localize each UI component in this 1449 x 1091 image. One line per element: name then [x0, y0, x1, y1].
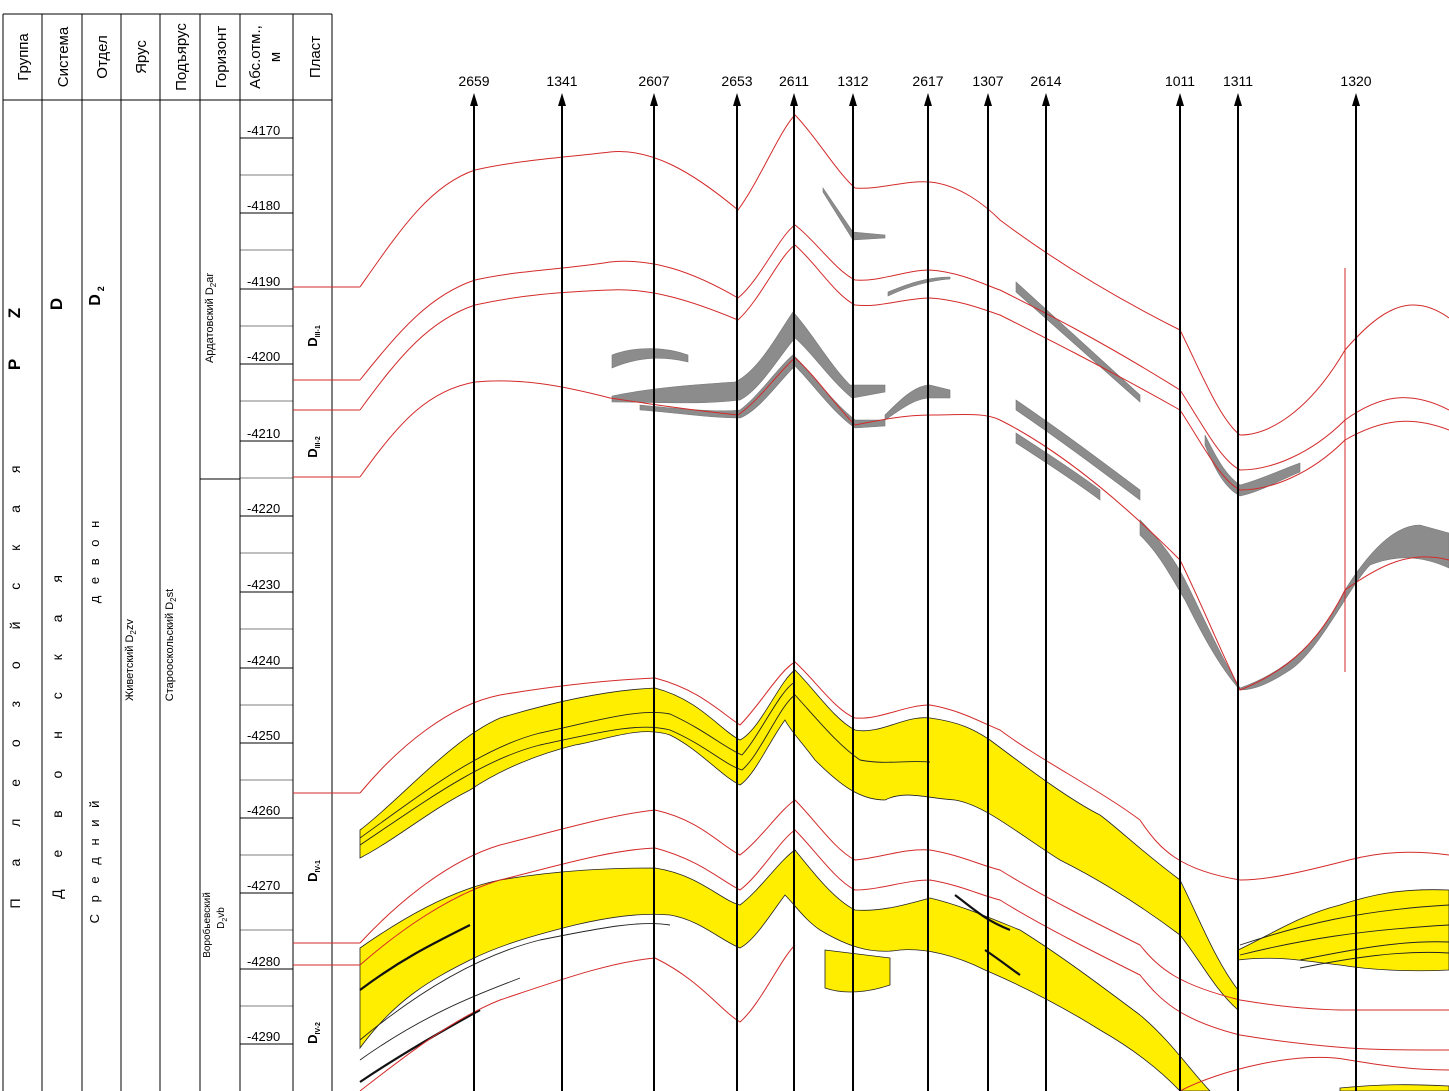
well-arrowhead	[1042, 93, 1050, 106]
reservoir-bottom-right	[1339, 1084, 1449, 1091]
well-label: 1320	[1340, 73, 1371, 89]
depth-tick-label: -4170	[247, 123, 280, 138]
boundary-2	[359, 224, 1449, 471]
group-column: P Z П а л е о з о й с к а я	[5, 290, 24, 909]
depth-tick-label: -4230	[247, 577, 280, 592]
department-name: С р е д н и й	[87, 797, 102, 924]
clay-band-1011	[1139, 519, 1241, 691]
department-code: D2	[87, 286, 106, 306]
header-department: Отдел	[94, 35, 111, 78]
plast-d3-1: DIII-1	[305, 325, 322, 347]
well-label: 2617	[912, 73, 943, 89]
horizon-vorobyevsky-index: D2vb	[216, 907, 229, 929]
horizon-column: Ардатовский D2ar Воробьевский D2vb	[201, 273, 229, 958]
well-arrowhead	[924, 93, 932, 106]
boundary-4	[359, 357, 1449, 691]
clay-wedge-2614-c	[1015, 432, 1101, 501]
plast-column: DIII-1 DIII-2 DIV-1 DIV-2	[305, 325, 322, 1044]
boundary-7	[359, 829, 1449, 1051]
clay-band-2611	[611, 311, 886, 404]
system-name: Д е в о н с к а я	[49, 561, 65, 899]
well-arrowhead	[1352, 93, 1360, 106]
well-label: 1312	[837, 73, 868, 89]
substage-name: Старооскольский D2st	[164, 589, 178, 701]
clay-line-2617	[887, 276, 951, 297]
reservoir-upper-band	[359, 669, 1239, 1011]
system-column: D Д е в о н с к а я	[47, 298, 66, 899]
well-arrowhead	[470, 93, 478, 106]
depth-tick-label: -4260	[247, 803, 280, 818]
plast-d4-2: DIV-2	[305, 1022, 322, 1044]
depth-tick-label: -4240	[247, 653, 280, 668]
depth-tick-label: -4220	[247, 501, 280, 516]
well-arrowhead	[1176, 93, 1184, 106]
header-plast: Пласт	[307, 36, 324, 78]
depth-tick-label: -4200	[247, 349, 280, 364]
boundary-9	[1179, 1056, 1449, 1091]
well-label: 1307	[972, 73, 1003, 89]
depth-scale: -4170 -4180 -4190 -4200 -4210 -4220 -4230 -4240…	[240, 123, 293, 1045]
depth-tick-label: -4290	[247, 1029, 280, 1044]
clay-lens-2617	[884, 384, 951, 421]
clay-lens-1311	[1204, 434, 1301, 497]
boundary-3	[359, 244, 1449, 491]
header-abs-mark: Абс.отм.,	[247, 25, 264, 89]
boundary-top	[359, 114, 1449, 436]
well-arrowhead	[984, 93, 992, 106]
depth-tick-label: -4190	[247, 274, 280, 289]
clay-lens-1	[611, 348, 689, 369]
boundary-6	[359, 799, 1449, 1011]
plast-d4-1: DIV-1	[305, 860, 322, 882]
group-name: П а л е о з о й с к а я	[7, 452, 23, 909]
header-horizon: Горизонт	[213, 26, 230, 89]
well-label: 2659	[458, 73, 489, 89]
reservoir-lower-band	[359, 849, 1211, 1091]
well-label: 2653	[721, 73, 752, 89]
depth-tick-label: -4250	[247, 728, 280, 743]
boundary-8	[359, 944, 796, 1091]
department-name-2: д е в о н	[87, 517, 102, 604]
well-arrowhead	[1234, 93, 1242, 106]
boundary-left-ticks	[293, 286, 360, 966]
header-abs-unit: м	[267, 52, 284, 62]
depth-tick-label: -4180	[247, 198, 280, 213]
reservoir-right-band	[1237, 889, 1449, 972]
stage-column: Живетский D2zv	[124, 619, 138, 701]
horizon-vorobyevsky: Воробьевский	[201, 892, 213, 958]
stratigraphic-boundaries	[293, 114, 1449, 1091]
table-headers: Группа Система Отдел Ярус Подъярус Гориз…	[15, 23, 324, 91]
well-arrowhead	[849, 93, 857, 106]
clay-wedge-2614	[1015, 281, 1141, 403]
substage-column: Старооскольский D2st	[164, 589, 178, 701]
depth-tick-label: -4280	[247, 954, 280, 969]
group-code: P Z	[5, 290, 24, 370]
well-arrowhead	[790, 93, 798, 106]
boundary-5	[359, 661, 1449, 881]
well-label: 2614	[1030, 73, 1061, 89]
well-arrowhead	[650, 93, 658, 106]
stage-name: Живетский D2zv	[124, 619, 138, 701]
wells: 2659 1341 2607 2653 2611 1312 2617 1307 2614 1011…	[458, 73, 1372, 1091]
depth-tick-label: -4270	[247, 878, 280, 893]
header-group: Группа	[15, 33, 32, 81]
well-label: 2607	[638, 73, 669, 89]
header-substage: Подъярус	[173, 23, 190, 91]
reservoir-lens-a	[824, 949, 891, 993]
reservoir-bodies	[359, 669, 1449, 1091]
well-arrowhead	[733, 93, 741, 106]
well-arrowhead	[558, 93, 566, 106]
plast-d3-2: DIII-2	[305, 436, 322, 458]
well-label: 1311	[1223, 73, 1253, 89]
depth-tick-label: -4210	[247, 426, 280, 441]
stratigraphy-table	[2, 13, 333, 1091]
department-column: D2 С р е д н и й д е в о н	[87, 286, 106, 923]
system-code: D	[47, 298, 66, 310]
well-label: 2611	[779, 73, 809, 89]
well-label: 1011	[1165, 73, 1195, 89]
header-system: Система	[55, 26, 72, 87]
well-label: 1341	[546, 73, 577, 89]
header-stage: Ярус	[133, 40, 150, 74]
horizon-ardatovsky: Ардатовский D2ar	[204, 273, 218, 363]
